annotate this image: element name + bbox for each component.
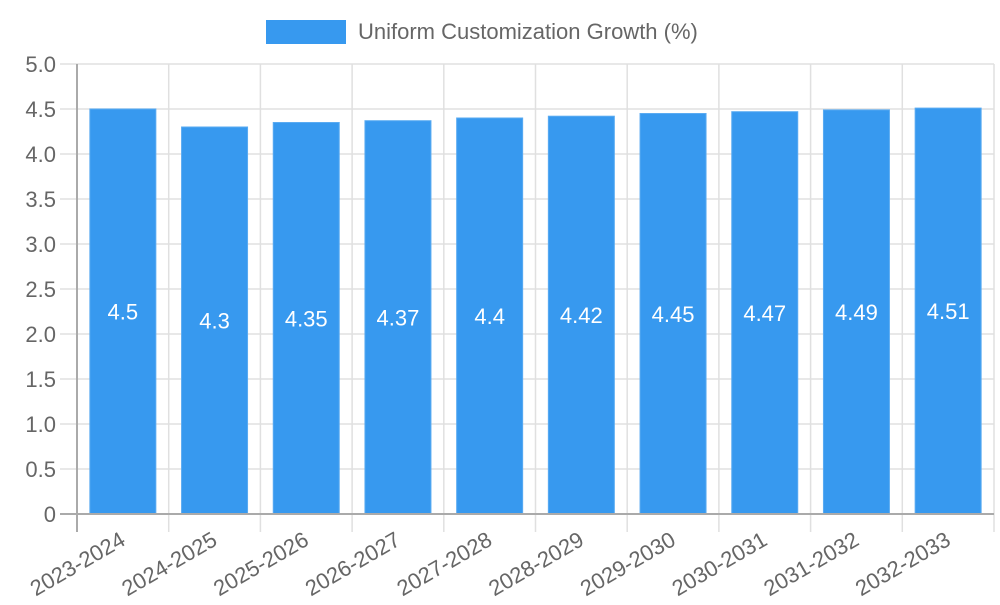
axes	[60, 64, 994, 532]
x-tick-label: 2025-2026	[209, 527, 313, 600]
y-tick-label: 3.0	[25, 232, 56, 257]
y-tick-label: 0.5	[25, 457, 56, 482]
bar[interactable]	[731, 111, 799, 515]
x-tick-label: 2030-2031	[668, 527, 772, 600]
y-tick-label: 5.0	[25, 52, 56, 77]
data-labels: 4.5 4.3 4.35 4.37 4.4 4.42 4.45 4.47 4.49 4.51	[108, 299, 970, 333]
y-tick-label: 4.0	[25, 142, 56, 167]
bar-value-label: 4.47	[743, 301, 786, 326]
x-tick-label: 2028-2029	[484, 527, 588, 600]
x-axis-tick-labels: 2023-20242024-20252025-20262026-20272027…	[26, 527, 955, 601]
bar-value-label: 4.45	[652, 302, 695, 327]
bar-value-label: 4.51	[927, 299, 970, 324]
bar-value-label: 4.35	[285, 306, 328, 331]
y-axis-tick-labels: 0 0.5 1.0 1.5 2.0 2.5 3.0 3.5 4.0 4.5 5.0	[25, 52, 56, 527]
bars	[89, 107, 982, 515]
bar-value-label: 4.37	[377, 305, 420, 330]
bar-value-label: 4.49	[835, 300, 878, 325]
bar-value-label: 4.3	[199, 309, 230, 334]
bar[interactable]	[364, 120, 432, 515]
y-tick-label: 4.5	[25, 97, 56, 122]
y-tick-label: 1.5	[25, 367, 56, 392]
y-tick-label: 2.0	[25, 322, 56, 347]
x-tick-label: 2032-2033	[851, 527, 955, 600]
legend[interactable]: Uniform Customization Growth (%)	[266, 19, 698, 44]
bar[interactable]	[272, 122, 340, 515]
x-tick-label: 2023-2024	[26, 527, 130, 600]
bar[interactable]	[639, 113, 707, 515]
bar[interactable]	[456, 117, 524, 515]
bar[interactable]	[822, 109, 890, 515]
y-tick-label: 1.0	[25, 412, 56, 437]
bar[interactable]	[914, 107, 982, 515]
x-tick-label: 2024-2025	[117, 527, 221, 600]
legend-swatch	[266, 20, 346, 44]
bar-value-label: 4.42	[560, 303, 603, 328]
bar-value-label: 4.4	[474, 304, 505, 329]
y-tick-label: 0	[44, 502, 56, 527]
legend-label: Uniform Customization Growth (%)	[358, 19, 698, 44]
x-tick-label: 2027-2028	[393, 527, 497, 600]
x-tick-label: 2029-2030	[576, 527, 680, 600]
y-tick-label: 3.5	[25, 187, 56, 212]
x-tick-label: 2031-2032	[759, 527, 863, 600]
bar-value-label: 4.5	[108, 300, 139, 325]
x-tick-label: 2026-2027	[301, 527, 405, 600]
y-tick-label: 2.5	[25, 277, 56, 302]
bar[interactable]	[547, 115, 615, 515]
